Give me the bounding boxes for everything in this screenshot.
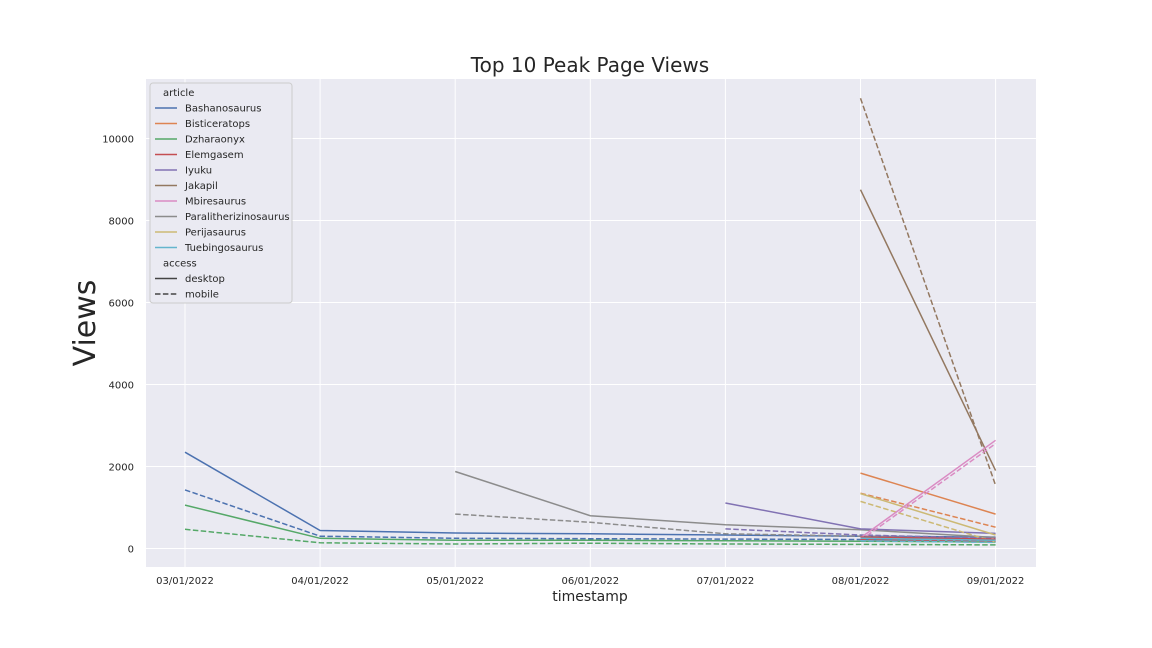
y-tick-label: 10000 — [102, 134, 134, 145]
series-line-mbiresaurus-mobile — [860, 442, 997, 541]
series-line-tuebingosaurus-mobile — [860, 540, 996, 544]
series-line-iyuku-desktop — [725, 502, 996, 535]
legend-entry-tuebingosaurus: Tuebingosaurus — [184, 243, 263, 254]
grid — [146, 79, 1036, 567]
y-tick-label: 0 — [128, 545, 134, 556]
series-line-iyuku-mobile — [725, 528, 996, 540]
series-line-mbiresaurus-desktop — [860, 439, 997, 539]
legend-entry-paralitherizinosaurus: Paralitherizinosaurus — [185, 212, 290, 223]
legend-entry-iyuku: Iyuku — [185, 166, 212, 177]
series-line-dzharaonyx-mobile — [184, 528, 996, 546]
legend-entry-elemgasem: Elemgasem — [185, 150, 244, 161]
x-tick-label: 06/01/2022 — [561, 576, 619, 587]
y-tick-label: 4000 — [109, 381, 134, 392]
x-tick-label: 07/01/2022 — [697, 576, 755, 587]
legend-entry-mobile: mobile — [185, 290, 219, 301]
x-tick-label: 05/01/2022 — [426, 576, 484, 587]
series-line-jakapil-desktop — [859, 189, 997, 471]
legend-title-article: article — [163, 88, 194, 99]
series-line-paralitherizinosaurus-desktop — [454, 470, 996, 539]
x-axis-label: timestamp — [552, 589, 628, 605]
chart-title: Top 10 Peak Page Views — [470, 53, 709, 77]
legend-entry-bashanosaurus: Bashanosaurus — [185, 104, 261, 115]
legend-entry-perijasaurus: Perijasaurus — [185, 228, 246, 239]
x-tick-label: 09/01/2022 — [967, 576, 1025, 587]
legend-entry-mbiresaurus: Mbiresaurus — [185, 197, 246, 208]
legend: article Bashanosaurus Bisticeratops Dzharao… — [149, 82, 293, 304]
legend-entry-dzharaonyx: Dzharaonyx — [185, 135, 245, 146]
plot-area — [146, 79, 1036, 567]
series-line-bisticeratops-desktop — [860, 472, 996, 515]
series-line-bisticeratops-mobile — [860, 492, 996, 528]
legend-box — [149, 82, 293, 304]
ticks: 03/01/2022 04/01/2022 05/01/2022 06/01/2022… — [102, 134, 1024, 587]
x-tick-label: 04/01/2022 — [291, 576, 349, 587]
series-line-tuebingosaurus-desktop — [860, 537, 996, 542]
legend-entry-desktop: desktop — [185, 274, 225, 285]
x-tick-label: 03/01/2022 — [156, 576, 214, 587]
series-line-jakapil-mobile — [859, 98, 997, 486]
legend-entry-jakapil: Jakapil — [184, 181, 218, 192]
series-line-elemgasem-desktop — [860, 536, 996, 540]
y-tick-label: 2000 — [109, 463, 134, 474]
series-line-perijasaurus-desktop — [860, 492, 996, 536]
series-lines — [184, 98, 997, 546]
y-tick-label: 6000 — [109, 298, 134, 309]
y-tick-label: 8000 — [109, 216, 134, 227]
legend-title-access: access — [163, 259, 197, 270]
y-axis-label: Views — [68, 280, 103, 367]
x-tick-label: 08/01/2022 — [832, 576, 890, 587]
series-line-elemgasem-mobile — [860, 538, 996, 542]
legend-entry-bisticeratops: Bisticeratops — [185, 119, 250, 130]
